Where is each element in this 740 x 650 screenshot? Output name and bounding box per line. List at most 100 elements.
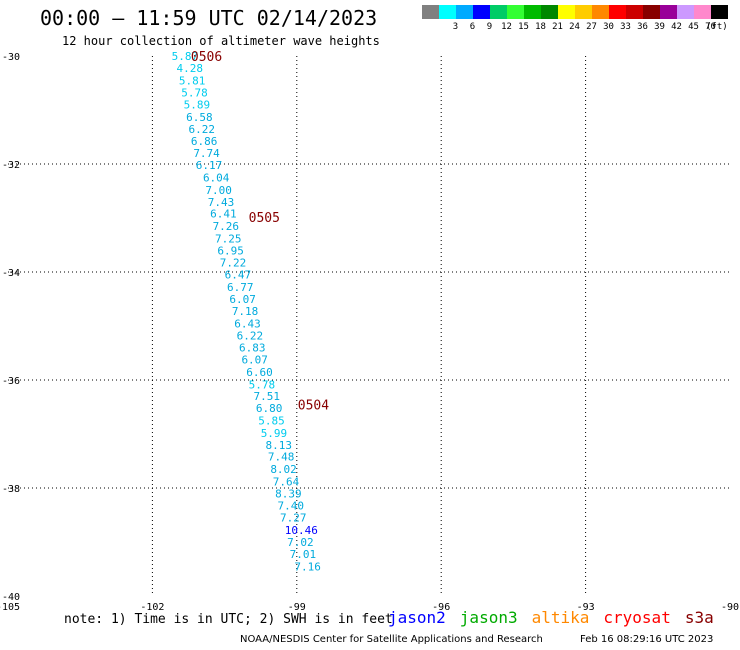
- scale-label: 18: [535, 22, 546, 32]
- swh-data-point: 7.74: [193, 147, 220, 160]
- swh-data-point: 7.26: [213, 220, 240, 233]
- scale-label: 15: [518, 22, 529, 32]
- scale-swatch: [694, 5, 711, 19]
- swh-data-point: 6.95: [217, 244, 244, 257]
- swh-data-point: 7.43: [208, 196, 235, 209]
- pass-time-label: 0505: [249, 211, 280, 226]
- scale-swatch: [677, 5, 694, 19]
- scale-swatch: [711, 5, 728, 19]
- swh-data-point: 7.16: [294, 560, 321, 573]
- chart-subtitle: 12 hour collection of altimeter wave hei…: [62, 34, 380, 48]
- swh-data-point: 6.17: [196, 159, 223, 172]
- swh-data-point: 5.99: [261, 427, 288, 440]
- chart-title: 00:00 — 11:59 UTC 02/14/2023: [40, 6, 378, 30]
- swh-data-point: 7.00: [205, 184, 232, 197]
- pass-time-label: 0504: [298, 398, 329, 413]
- swh-data-point: 7.02: [287, 536, 314, 549]
- y-tick-label: -32: [2, 160, 20, 171]
- swh-data-point: 5.81: [179, 74, 206, 87]
- swh-data-point: 4.28: [176, 62, 203, 75]
- scale-label: 36: [637, 22, 648, 32]
- y-tick-label: -30: [2, 52, 20, 63]
- scale-swatch: [660, 5, 677, 19]
- y-tick-label: -40: [2, 592, 20, 603]
- x-tick-label: -93: [577, 602, 595, 613]
- swh-data-point: 7.22: [220, 256, 247, 269]
- scale-swatch: [541, 5, 558, 19]
- x-tick-label: -96: [432, 602, 450, 613]
- scale-swatch: [575, 5, 592, 19]
- swh-data-point: 6.07: [229, 293, 256, 306]
- satellite-label: altika: [531, 608, 590, 627]
- swh-data-point: 7.48: [268, 451, 295, 464]
- scale-swatch: [643, 5, 660, 19]
- footer-note: note: 1) Time is in UTC; 2) SWH is in fe…: [64, 612, 393, 627]
- swh-data-point: 6.41: [210, 208, 237, 221]
- scale-swatch: [439, 5, 456, 19]
- swh-data-point: 6.86: [191, 135, 218, 148]
- scale-swatch: [507, 5, 524, 19]
- swh-data-point: 7.25: [215, 233, 242, 246]
- swh-data-point: 7.27: [280, 512, 307, 525]
- scale-label: 24: [569, 22, 580, 32]
- swh-data-point: 6.22: [237, 330, 264, 343]
- scale-label: 39: [654, 22, 665, 32]
- scale-label: 21: [552, 22, 563, 32]
- swh-data-point: 6.60: [246, 366, 273, 379]
- x-tick-label: -105: [0, 602, 20, 613]
- scale-swatch: [626, 5, 643, 19]
- pass-time-label: 0506: [191, 50, 222, 65]
- scale-swatch: [592, 5, 609, 19]
- scale-swatch: [422, 5, 439, 19]
- satellite-label: jason2: [388, 608, 446, 627]
- credit-line: NOAA/NESDIS Center for Satellite Applica…: [240, 634, 543, 645]
- swh-data-point: 5.78: [181, 87, 208, 100]
- scale-label: 42: [671, 22, 682, 32]
- scale-swatch: [558, 5, 575, 19]
- swh-data-point: 8.02: [270, 463, 297, 476]
- swh-data-point: 6.04: [203, 172, 230, 185]
- swh-data-point: 7.64: [273, 476, 300, 489]
- scale-label: 27: [586, 22, 597, 32]
- scale-label: 45: [688, 22, 699, 32]
- swh-data-point: 6.77: [227, 281, 254, 294]
- swh-data-point: 5.87: [172, 50, 199, 63]
- swh-data-point: 7.40: [278, 499, 305, 512]
- generated-date: Feb 16 08:29:16 UTC 2023: [580, 634, 714, 645]
- scale-label: 9: [486, 22, 493, 32]
- swh-data-point: 6.22: [189, 123, 216, 136]
- satellite-legend: jason2 jason3 altika cryosat s3a: [388, 608, 728, 627]
- scale-unit: (ft): [706, 22, 728, 32]
- scale-swatch: [524, 5, 541, 19]
- swh-data-point: 6.43: [234, 317, 261, 330]
- scale-swatch: [473, 5, 490, 19]
- scale-swatch: [456, 5, 473, 19]
- y-tick-label: -38: [2, 484, 20, 495]
- scale-label: 33: [620, 22, 631, 32]
- y-tick-label: -36: [2, 376, 20, 387]
- swh-data-point: 10.46: [285, 524, 318, 537]
- swh-data-point: 6.83: [239, 342, 265, 355]
- scale-swatch: [490, 5, 507, 19]
- satellite-label: s3a: [684, 608, 714, 627]
- swh-data-point: 7.51: [253, 390, 279, 403]
- swh-data-point: 5.85: [258, 415, 285, 428]
- scale-swatch: [609, 5, 626, 19]
- x-tick-label: -90: [721, 602, 739, 613]
- swh-data-point: 6.58: [186, 111, 213, 124]
- swh-data-point: 6.80: [256, 402, 282, 415]
- scale-label: 70: [705, 22, 716, 32]
- scale-label: 3: [452, 22, 459, 32]
- swh-data-point: 5.89: [184, 99, 211, 112]
- swh-data-point: 5.78: [249, 378, 276, 391]
- x-tick-label: -99: [288, 602, 306, 613]
- swh-data-point: 8.39: [275, 487, 302, 500]
- satellite-label: jason3: [459, 608, 518, 627]
- swh-data-point: 6.47: [225, 269, 252, 282]
- satellite-label: cryosat: [603, 608, 671, 627]
- scale-label: 6: [469, 22, 476, 32]
- swh-data-point: 8.13: [266, 439, 293, 452]
- swh-data-point: 6.07: [241, 353, 267, 366]
- y-tick-label: -34: [2, 268, 20, 279]
